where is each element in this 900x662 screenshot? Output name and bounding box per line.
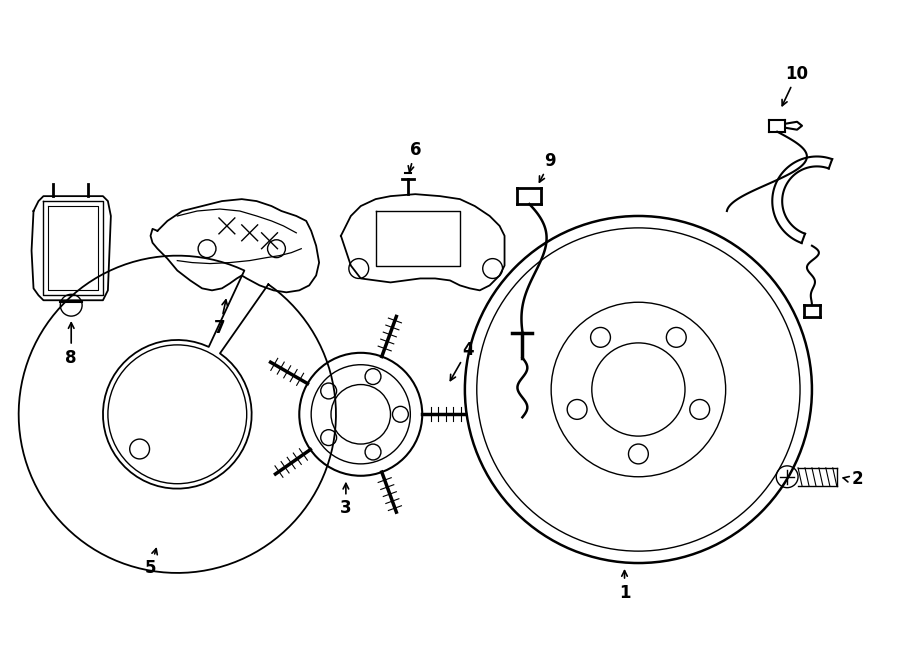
Text: 8: 8 xyxy=(66,349,77,367)
Text: 7: 7 xyxy=(214,319,226,337)
Text: 6: 6 xyxy=(410,140,421,158)
Text: 1: 1 xyxy=(619,584,630,602)
Text: 2: 2 xyxy=(851,470,863,488)
Text: 3: 3 xyxy=(340,500,352,518)
Text: 4: 4 xyxy=(462,341,473,359)
Text: 9: 9 xyxy=(544,152,556,170)
Text: 10: 10 xyxy=(786,65,808,83)
Text: 5: 5 xyxy=(145,559,157,577)
